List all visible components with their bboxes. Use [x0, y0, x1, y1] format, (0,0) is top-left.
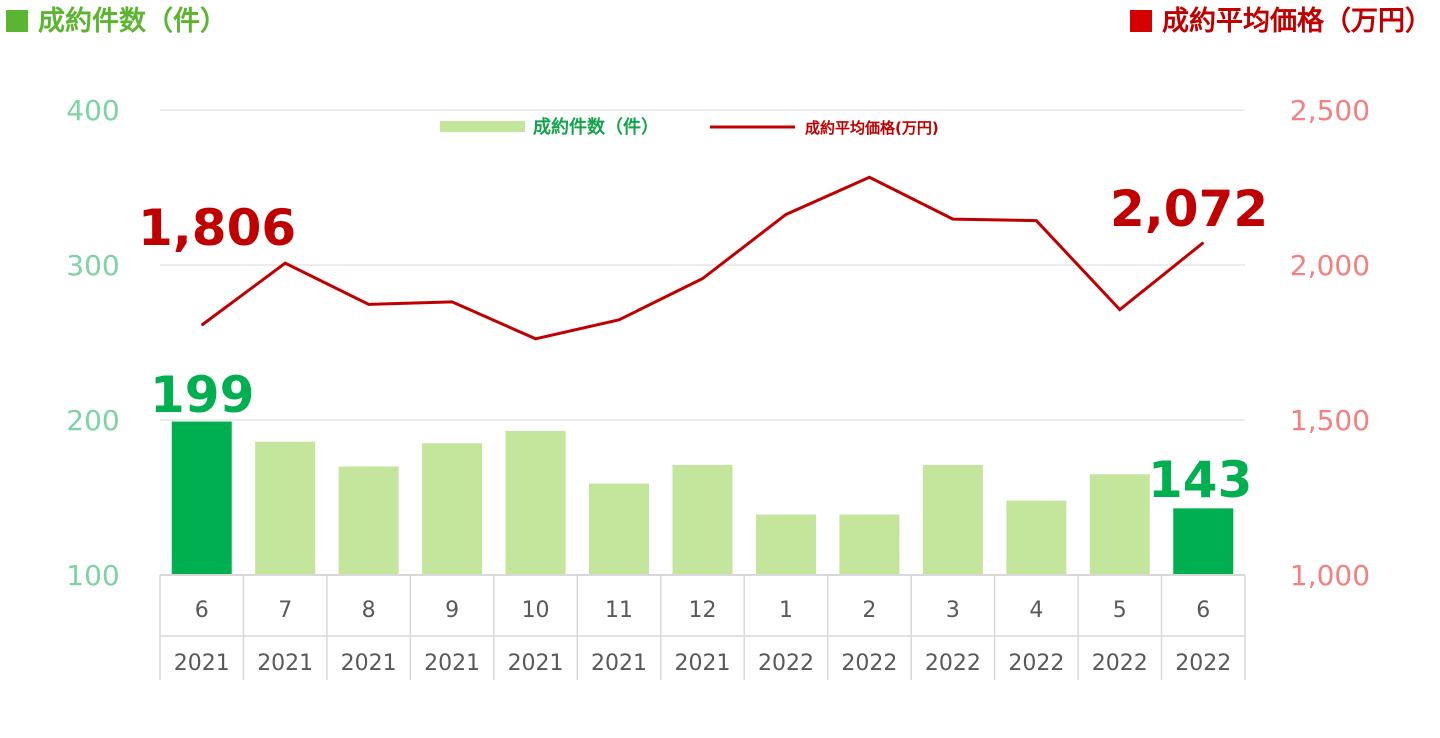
x-tick-year-label: 2022: [758, 651, 814, 676]
legend: 成約件数（件） 成約平均価格(万円): [440, 116, 939, 138]
bar-7: [755, 514, 816, 575]
bar-8: [839, 514, 900, 575]
bar-2: [338, 466, 399, 575]
x-tick-year-label: 2021: [591, 651, 647, 676]
x-tick-month-label: 7: [278, 598, 292, 623]
line-point-9: [952, 218, 954, 220]
left-tick-label: 100: [66, 559, 119, 592]
line-point-10: [1035, 220, 1037, 222]
x-tick-month-label: 1: [779, 598, 793, 623]
right-axis-title-text: 成約平均価格（万円）: [1162, 6, 1432, 37]
x-tick-year-label: 2022: [841, 651, 897, 676]
bar-5: [589, 483, 650, 575]
bar-series: [171, 421, 1234, 575]
line-point-1: [284, 262, 286, 264]
right-tick-label: 2,000: [1290, 249, 1370, 282]
x-tick-year-label: 2021: [257, 651, 313, 676]
left-tick-label: 300: [66, 249, 119, 282]
right-axis-ticks: 1,000 1,500 2,000 2,500: [1290, 94, 1370, 592]
bar-12: [1173, 508, 1234, 575]
line-point-7: [785, 213, 787, 215]
bar-1: [255, 441, 316, 575]
right-tick-label: 2,500: [1290, 94, 1370, 127]
legend-line-label: 成約平均価格(万円): [805, 119, 939, 137]
x-tick-year-label: 2021: [341, 651, 397, 676]
line-point-3: [451, 301, 453, 303]
x-tick-year-label: 2021: [174, 651, 230, 676]
last-line-value-label: 2,072: [1110, 180, 1268, 238]
first-bar-value-label: 199: [150, 366, 254, 424]
bar-4: [505, 430, 566, 575]
x-tick-month-label: 12: [689, 598, 717, 623]
x-tick-year-label: 2022: [1092, 651, 1148, 676]
line-point-4: [535, 338, 537, 340]
bar-11: [1089, 474, 1150, 575]
bar-6: [672, 464, 733, 575]
x-tick-year-label: 2022: [925, 651, 981, 676]
left-tick-label: 400: [66, 94, 119, 127]
price-line: [200, 175, 1205, 341]
x-tick-month-label: 10: [522, 598, 550, 623]
line-point-6: [702, 278, 703, 280]
gridlines: [160, 109, 1245, 421]
line-point-12: [1202, 242, 1204, 244]
x-tick-month-label: 9: [445, 598, 459, 623]
bar-3: [422, 443, 483, 575]
bar-10: [1006, 500, 1067, 575]
x-tick-year-label: 2021: [424, 651, 480, 676]
left-tick-label: 200: [66, 404, 119, 437]
x-tick-month-label: 5: [1113, 598, 1127, 623]
left-axis-title-text: 成約件数（件）: [38, 6, 227, 37]
x-tick-month-label: 11: [605, 598, 633, 623]
line-point-5: [618, 319, 620, 321]
x-tick-year-label: 2022: [1175, 651, 1231, 676]
x-tick-month-label: 4: [1029, 598, 1043, 623]
line-series-swatch-icon: [1130, 10, 1152, 32]
legend-bar-swatch: [440, 121, 525, 132]
line-point-11: [1119, 309, 1121, 311]
bar-0: [171, 421, 232, 575]
right-axis-title: 成約平均価格（万円）: [1130, 2, 1432, 42]
right-tick-label: 1,000: [1290, 559, 1370, 592]
bar-series-swatch-icon: [6, 10, 28, 32]
x-tick-month-label: 6: [195, 598, 209, 623]
x-tick-year-label: 2022: [1008, 651, 1064, 676]
x-tick-month-label: 3: [946, 598, 960, 623]
bar-9: [922, 464, 983, 575]
left-axis-ticks: 100 200 300 400: [66, 94, 119, 592]
first-line-value-label: 1,806: [138, 199, 296, 257]
line-point-0: [201, 324, 203, 326]
right-tick-label: 1,500: [1290, 404, 1370, 437]
left-axis-title: 成約件数（件）: [6, 2, 227, 42]
line-point-2: [368, 303, 370, 305]
line-point-8: [868, 176, 870, 178]
x-tick-year-label: 2021: [508, 651, 564, 676]
legend-bar-label: 成約件数（件）: [533, 116, 659, 138]
x-tick-month-label: 6: [1196, 598, 1210, 623]
category-axis-table: 6202172021820219202110202111202112202112…: [159, 574, 1246, 680]
x-tick-month-label: 8: [362, 598, 376, 623]
last-bar-value-label: 143: [1148, 451, 1252, 509]
line-series: [200, 175, 1205, 341]
x-tick-year-label: 2021: [675, 651, 731, 676]
x-tick-month-label: 2: [862, 598, 876, 623]
